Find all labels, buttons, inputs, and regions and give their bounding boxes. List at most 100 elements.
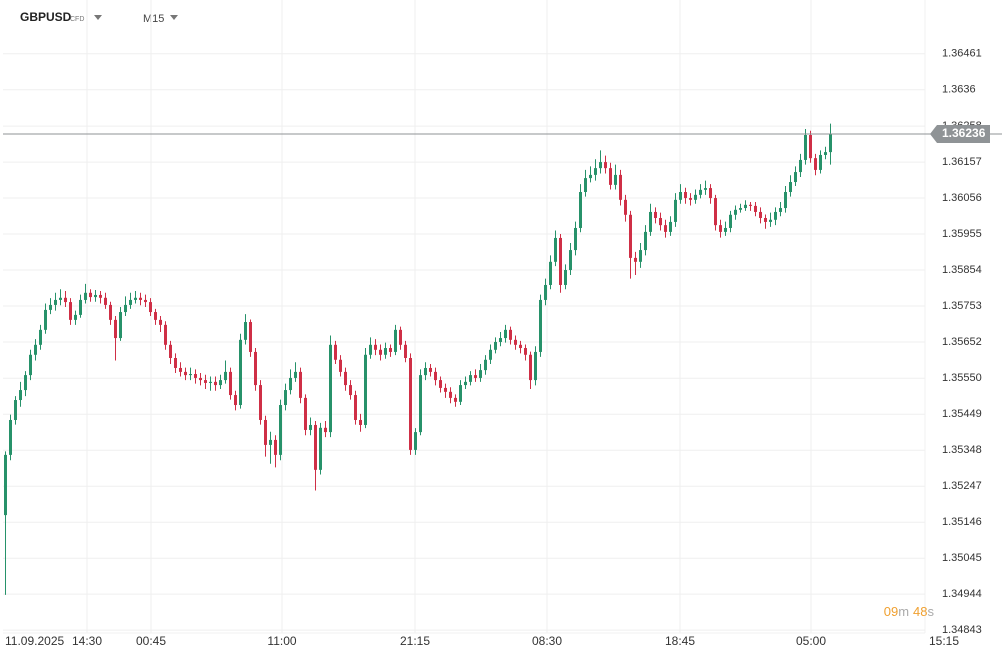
candle-body: [299, 371, 302, 398]
x-tick-label: 05:00: [796, 634, 826, 648]
symbol[interactable]: GBPUSD: [20, 10, 72, 24]
candle-body: [724, 227, 727, 232]
candle-body: [94, 294, 97, 298]
candle-body: [239, 339, 242, 406]
candle-body: [524, 348, 527, 355]
candle-body: [69, 302, 72, 320]
candle-body: [569, 250, 572, 271]
candle-body: [189, 374, 192, 376]
candle-body: [814, 158, 817, 170]
y-tick-label: 1.35449: [942, 408, 982, 420]
candle-body: [99, 294, 102, 298]
candle-body: [109, 304, 112, 320]
candle-body: [139, 297, 142, 300]
candle-body: [699, 189, 702, 195]
candle-body: [259, 385, 262, 420]
candle-body: [444, 387, 447, 392]
candle-body: [534, 351, 537, 381]
candle-body: [824, 152, 827, 155]
x-tick-label: 18:45: [665, 634, 695, 648]
candle-body: [409, 357, 412, 450]
countdown-minutes-unit: m: [898, 604, 909, 619]
y-tick-label: 1.36157: [942, 156, 982, 168]
candle-body: [294, 371, 297, 378]
candle-body: [284, 390, 287, 406]
candle-body: [704, 188, 707, 190]
candle-body: [519, 344, 522, 349]
candle-body: [809, 135, 812, 159]
candle-body: [219, 380, 222, 386]
candle-body: [644, 231, 647, 251]
candle-body: [499, 338, 502, 342]
y-tick-label: 1.35854: [942, 264, 982, 276]
symbol-dropdown[interactable]: [94, 15, 102, 20]
candle-body: [614, 174, 617, 185]
candle-body: [389, 348, 392, 352]
candle-body: [209, 381, 212, 383]
candle-body: [494, 341, 497, 350]
candle-body: [764, 218, 767, 222]
candle-body: [24, 375, 27, 391]
candle-body: [479, 370, 482, 378]
candle-body: [9, 419, 12, 455]
candle-body: [799, 159, 802, 173]
candle-body: [344, 371, 347, 386]
candle-body: [184, 371, 187, 376]
candle-body: [489, 349, 492, 360]
candle-body: [449, 391, 452, 398]
candle-body: [309, 424, 312, 430]
candle-body: [734, 209, 737, 215]
candle-body: [789, 182, 792, 193]
y-tick-label: 1.35348: [942, 444, 982, 456]
candle-body: [804, 135, 807, 160]
candle-body: [44, 309, 47, 330]
candle-body: [194, 374, 197, 378]
candle-body: [414, 432, 417, 450]
candle-body: [639, 250, 642, 262]
y-tick-label: 1.36056: [942, 192, 982, 204]
y-tick-label: 1.3636: [942, 84, 976, 96]
candle-body: [84, 292, 87, 300]
x-tick-label: 08:30: [532, 634, 562, 648]
y-tick-label: 1.35045: [942, 552, 982, 564]
countdown-seconds: 48: [913, 604, 927, 619]
candle-body: [119, 312, 122, 339]
candle-body: [129, 299, 132, 305]
candle-body: [229, 371, 232, 396]
candle-body: [774, 211, 777, 220]
candle-body: [679, 192, 682, 200]
candle-body: [304, 397, 307, 430]
candle-body: [829, 133, 832, 153]
candle-body: [79, 299, 82, 315]
candle-body: [324, 427, 327, 433]
candle-body: [234, 395, 237, 406]
candle-body: [164, 324, 167, 345]
y-tick-label: 1.35955: [942, 228, 982, 240]
candle-body: [59, 297, 62, 300]
candle-body: [554, 237, 557, 262]
candle-body: [114, 319, 117, 339]
candle-body: [369, 344, 372, 355]
candle-body: [279, 405, 282, 455]
candle-body: [674, 199, 677, 222]
candle-body: [394, 329, 397, 352]
candle-body: [19, 390, 22, 401]
timeframe-dropdown[interactable]: [170, 15, 178, 20]
candle-body: [39, 329, 42, 345]
candle-body: [819, 154, 822, 170]
candle-body: [694, 194, 697, 200]
candle-body: [504, 329, 507, 339]
candle-body: [14, 400, 17, 420]
candle-body: [174, 357, 177, 368]
candle-body: [714, 198, 717, 226]
y-tick-label: 1.35753: [942, 300, 982, 312]
candle-body: [54, 299, 57, 305]
candle-body: [744, 204, 747, 209]
candle-body: [169, 344, 172, 358]
candle-body: [374, 344, 377, 350]
candle-body: [669, 221, 672, 232]
x-tick-label: 11:00: [267, 634, 296, 648]
candle-body: [64, 297, 67, 303]
timeframe[interactable]: M15: [143, 13, 164, 25]
